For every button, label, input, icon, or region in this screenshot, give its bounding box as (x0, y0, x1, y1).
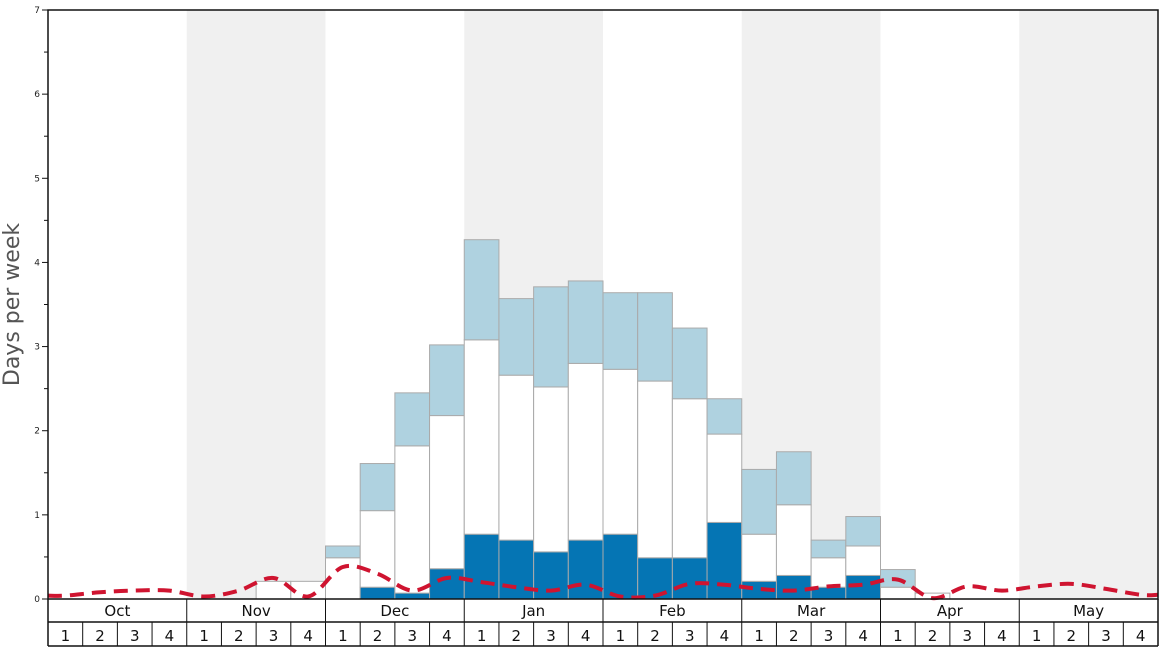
month-label-apr: Apr (937, 602, 964, 620)
month-label-dec: Dec (380, 602, 409, 620)
bar-dark (775, 574, 812, 600)
bar-dark (602, 533, 639, 600)
week-label: 1 (754, 627, 764, 645)
bar-white (429, 415, 465, 570)
month-label-jan: Jan (521, 602, 545, 620)
y-axis-label: Days per week (0, 223, 25, 386)
week-label: 4 (858, 627, 868, 645)
week-label: 1 (477, 627, 487, 645)
y-tick-label: 0 (34, 595, 40, 605)
week-label: 3 (962, 627, 972, 645)
bar-light (637, 292, 673, 382)
week-label: 4 (720, 627, 730, 645)
month-shade (1019, 10, 1158, 599)
week-label: 2 (234, 627, 244, 645)
y-tick-label: 2 (34, 427, 40, 437)
bar-light (810, 539, 847, 559)
plot-frame (47, 9, 1159, 600)
bar-light (775, 451, 812, 506)
month-label-may: May (1073, 602, 1104, 620)
week-label: 2 (928, 627, 938, 645)
week-label: 4 (581, 627, 591, 645)
week-label: 2 (1067, 627, 1077, 645)
bar-light (567, 280, 604, 364)
week-label: 3 (130, 627, 140, 645)
week-label: 3 (685, 627, 695, 645)
average-line-path (47, 563, 1159, 601)
week-label: 1 (199, 627, 209, 645)
week-label: 2 (789, 627, 799, 645)
bar-white (533, 386, 569, 553)
x-axis: Oct 1 2 3 4 Nov 1 2 3 4 Dec 1 2 3 4 Jan 1 2 3 4 Feb 1 2 3 4 Mar 1 2… (47, 599, 1159, 647)
month-label-oct: Oct (104, 602, 130, 620)
bar-white (775, 504, 812, 576)
bar-white (602, 368, 639, 535)
week-label: 2 (512, 627, 522, 645)
bar-light (671, 327, 708, 400)
y-tick-label: 3 (34, 343, 40, 353)
week-label: 4 (997, 627, 1007, 645)
y-tick-label: 6 (34, 90, 40, 100)
bar-white (741, 533, 777, 582)
bar-white (359, 510, 396, 588)
bar-light (394, 392, 431, 447)
week-label: 4 (303, 627, 313, 645)
average-line (47, 563, 1159, 601)
y-tick-label: 7 (34, 6, 40, 16)
bar-light (463, 239, 500, 341)
week-label: 2 (650, 627, 660, 645)
bar-dark (671, 557, 708, 600)
bar-dark (463, 533, 500, 600)
bar-white (394, 445, 431, 594)
month-label-nov: Nov (241, 602, 270, 620)
week-label: 2 (373, 627, 383, 645)
week-label: 1 (61, 627, 71, 645)
bar-light (429, 344, 465, 417)
bar-light (706, 398, 743, 435)
bar-light (359, 463, 396, 512)
y-tick-label: 5 (34, 174, 40, 184)
week-label: 3 (269, 627, 279, 645)
bar-light (533, 286, 569, 388)
bar-white (671, 398, 708, 559)
week-label: 1 (1032, 627, 1042, 645)
week-label: 4 (1136, 627, 1146, 645)
week-label: 4 (442, 627, 452, 645)
bar-white (845, 545, 881, 576)
y-tick-label: 1 (34, 511, 40, 521)
bars (255, 239, 951, 600)
bar-white (637, 380, 673, 559)
bar-dark (394, 592, 431, 600)
bar-light (741, 468, 777, 535)
bar-white (463, 339, 500, 535)
y-tick-label: 4 (34, 258, 40, 268)
week-label: 1 (616, 627, 626, 645)
month-label-feb: Feb (659, 602, 686, 620)
bar-white (810, 557, 847, 588)
week-label: 3 (546, 627, 556, 645)
week-label: 4 (165, 627, 175, 645)
bar-light (325, 545, 361, 559)
week-label: 1 (893, 627, 903, 645)
bar-light (845, 516, 881, 547)
week-label: 3 (407, 627, 417, 645)
week-label: 3 (1101, 627, 1111, 645)
bar-white (880, 586, 916, 600)
y-axis: 0 1 2 3 4 5 6 7 (34, 6, 48, 605)
week-label: 2 (95, 627, 105, 645)
month-shade (186, 10, 326, 599)
bar-light (498, 298, 535, 376)
bar-dark (359, 586, 396, 600)
bar-white (567, 362, 604, 541)
bar-dark (429, 568, 465, 600)
bar-dark (706, 521, 743, 600)
week-label: 1 (338, 627, 348, 645)
week-label: 3 (824, 627, 834, 645)
month-label-mar: Mar (797, 602, 826, 620)
bar-white (706, 433, 743, 523)
bar-light (602, 292, 639, 370)
bar-white (498, 374, 535, 541)
